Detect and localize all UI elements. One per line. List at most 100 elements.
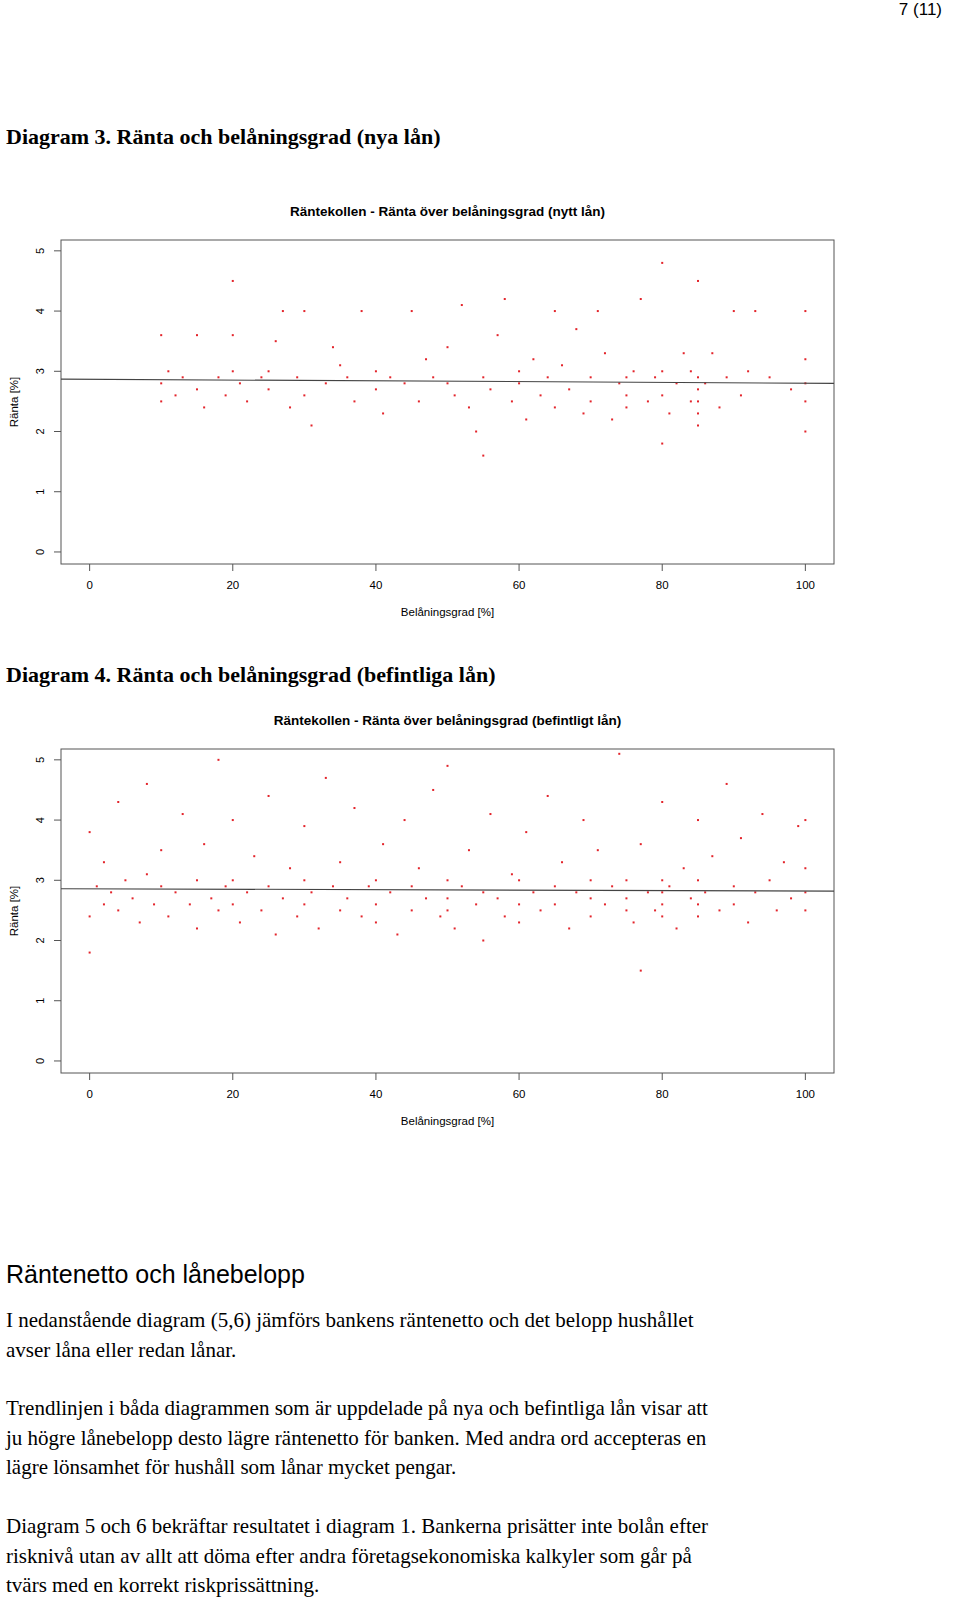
data-point (804, 867, 806, 869)
data-point (783, 861, 785, 863)
data-point (447, 346, 449, 348)
y-tick (54, 1000, 61, 1001)
data-point (482, 455, 484, 457)
y-tick (54, 431, 61, 432)
data-point (447, 897, 449, 899)
y-tick-label: 2 (34, 428, 46, 434)
data-point (547, 376, 549, 378)
data-point (110, 891, 112, 893)
x-tick (375, 1073, 376, 1080)
data-point (804, 909, 806, 911)
data-point (260, 909, 262, 911)
data-point (590, 376, 592, 378)
data-point (404, 819, 406, 821)
data-point (353, 400, 355, 402)
data-point (232, 370, 234, 372)
data-point (697, 412, 699, 414)
data-point (167, 915, 169, 917)
y-tick-label: 5 (34, 248, 46, 254)
x-tick-label: 80 (656, 579, 669, 591)
data-point (353, 807, 355, 809)
x-axis-label: Belåningsgrad [%] (401, 606, 494, 618)
data-point (518, 879, 520, 881)
data-point (361, 310, 363, 312)
data-point (196, 388, 198, 390)
data-point (754, 310, 756, 312)
paragraph-line: I nedanstående diagram (5,6) jämförs ban… (6, 1308, 694, 1333)
x-tick (89, 1073, 90, 1080)
data-point (676, 927, 678, 929)
paragraph-line: lägre lönsamhet för hushåll som lånar my… (6, 1455, 456, 1480)
data-point (418, 400, 420, 402)
data-point (740, 837, 742, 839)
data-point (540, 909, 542, 911)
data-point (761, 813, 763, 815)
data-point (532, 358, 534, 360)
data-point (590, 400, 592, 402)
data-point (461, 885, 463, 887)
section-heading: Räntenetto och lånebelopp (6, 1260, 305, 1289)
y-tick-label: 1 (34, 998, 46, 1004)
data-point (568, 388, 570, 390)
data-point (325, 382, 327, 384)
data-point (103, 861, 105, 863)
data-point (447, 909, 449, 911)
data-point (718, 909, 720, 911)
data-point (432, 376, 434, 378)
x-tick (662, 564, 663, 571)
data-point (375, 370, 377, 372)
y-tick-label: 5 (34, 757, 46, 763)
data-point (511, 400, 513, 402)
data-point (518, 903, 520, 905)
data-point (697, 400, 699, 402)
data-point (647, 400, 649, 402)
y-tick (54, 759, 61, 760)
data-point (482, 376, 484, 378)
data-point (604, 903, 606, 905)
data-point (146, 783, 148, 785)
data-point (668, 885, 670, 887)
data-point (625, 406, 627, 408)
data-point (389, 891, 391, 893)
data-point (518, 370, 520, 372)
data-point (296, 376, 298, 378)
data-point (268, 370, 270, 372)
y-tick-label: 3 (34, 368, 46, 374)
data-point (497, 897, 499, 899)
paragraph-line: Trendlinjen i båda diagrammen som är upp… (6, 1396, 708, 1421)
data-point (554, 903, 556, 905)
data-point (303, 879, 305, 881)
data-point (611, 418, 613, 420)
x-tick (89, 564, 90, 571)
data-point (275, 933, 277, 935)
data-point (697, 903, 699, 905)
y-tick (54, 940, 61, 941)
data-point (804, 358, 806, 360)
data-point (153, 903, 155, 905)
data-point (124, 879, 126, 881)
data-point (289, 867, 291, 869)
charts-canvas: Räntekollen - Ränta över belåningsgrad (… (0, 0, 960, 1599)
data-point (554, 885, 556, 887)
data-point (733, 310, 735, 312)
data-point (711, 352, 713, 354)
x-tick-label: 0 (86, 579, 92, 591)
data-point (633, 921, 635, 923)
data-point (382, 843, 384, 845)
page-number: 7 (11) (899, 0, 942, 20)
x-tick-label: 20 (226, 1088, 239, 1100)
y-tick (54, 311, 61, 312)
data-point (718, 406, 720, 408)
data-point (690, 897, 692, 899)
data-point (582, 819, 584, 821)
y-tick-label: 0 (34, 1058, 46, 1064)
data-point (447, 382, 449, 384)
data-point (225, 885, 227, 887)
data-point (346, 376, 348, 378)
plot-frame (61, 240, 834, 564)
x-tick-label: 80 (656, 1088, 669, 1100)
data-point (790, 897, 792, 899)
plot-area (61, 753, 834, 972)
data-point (232, 879, 234, 881)
data-point (189, 903, 191, 905)
